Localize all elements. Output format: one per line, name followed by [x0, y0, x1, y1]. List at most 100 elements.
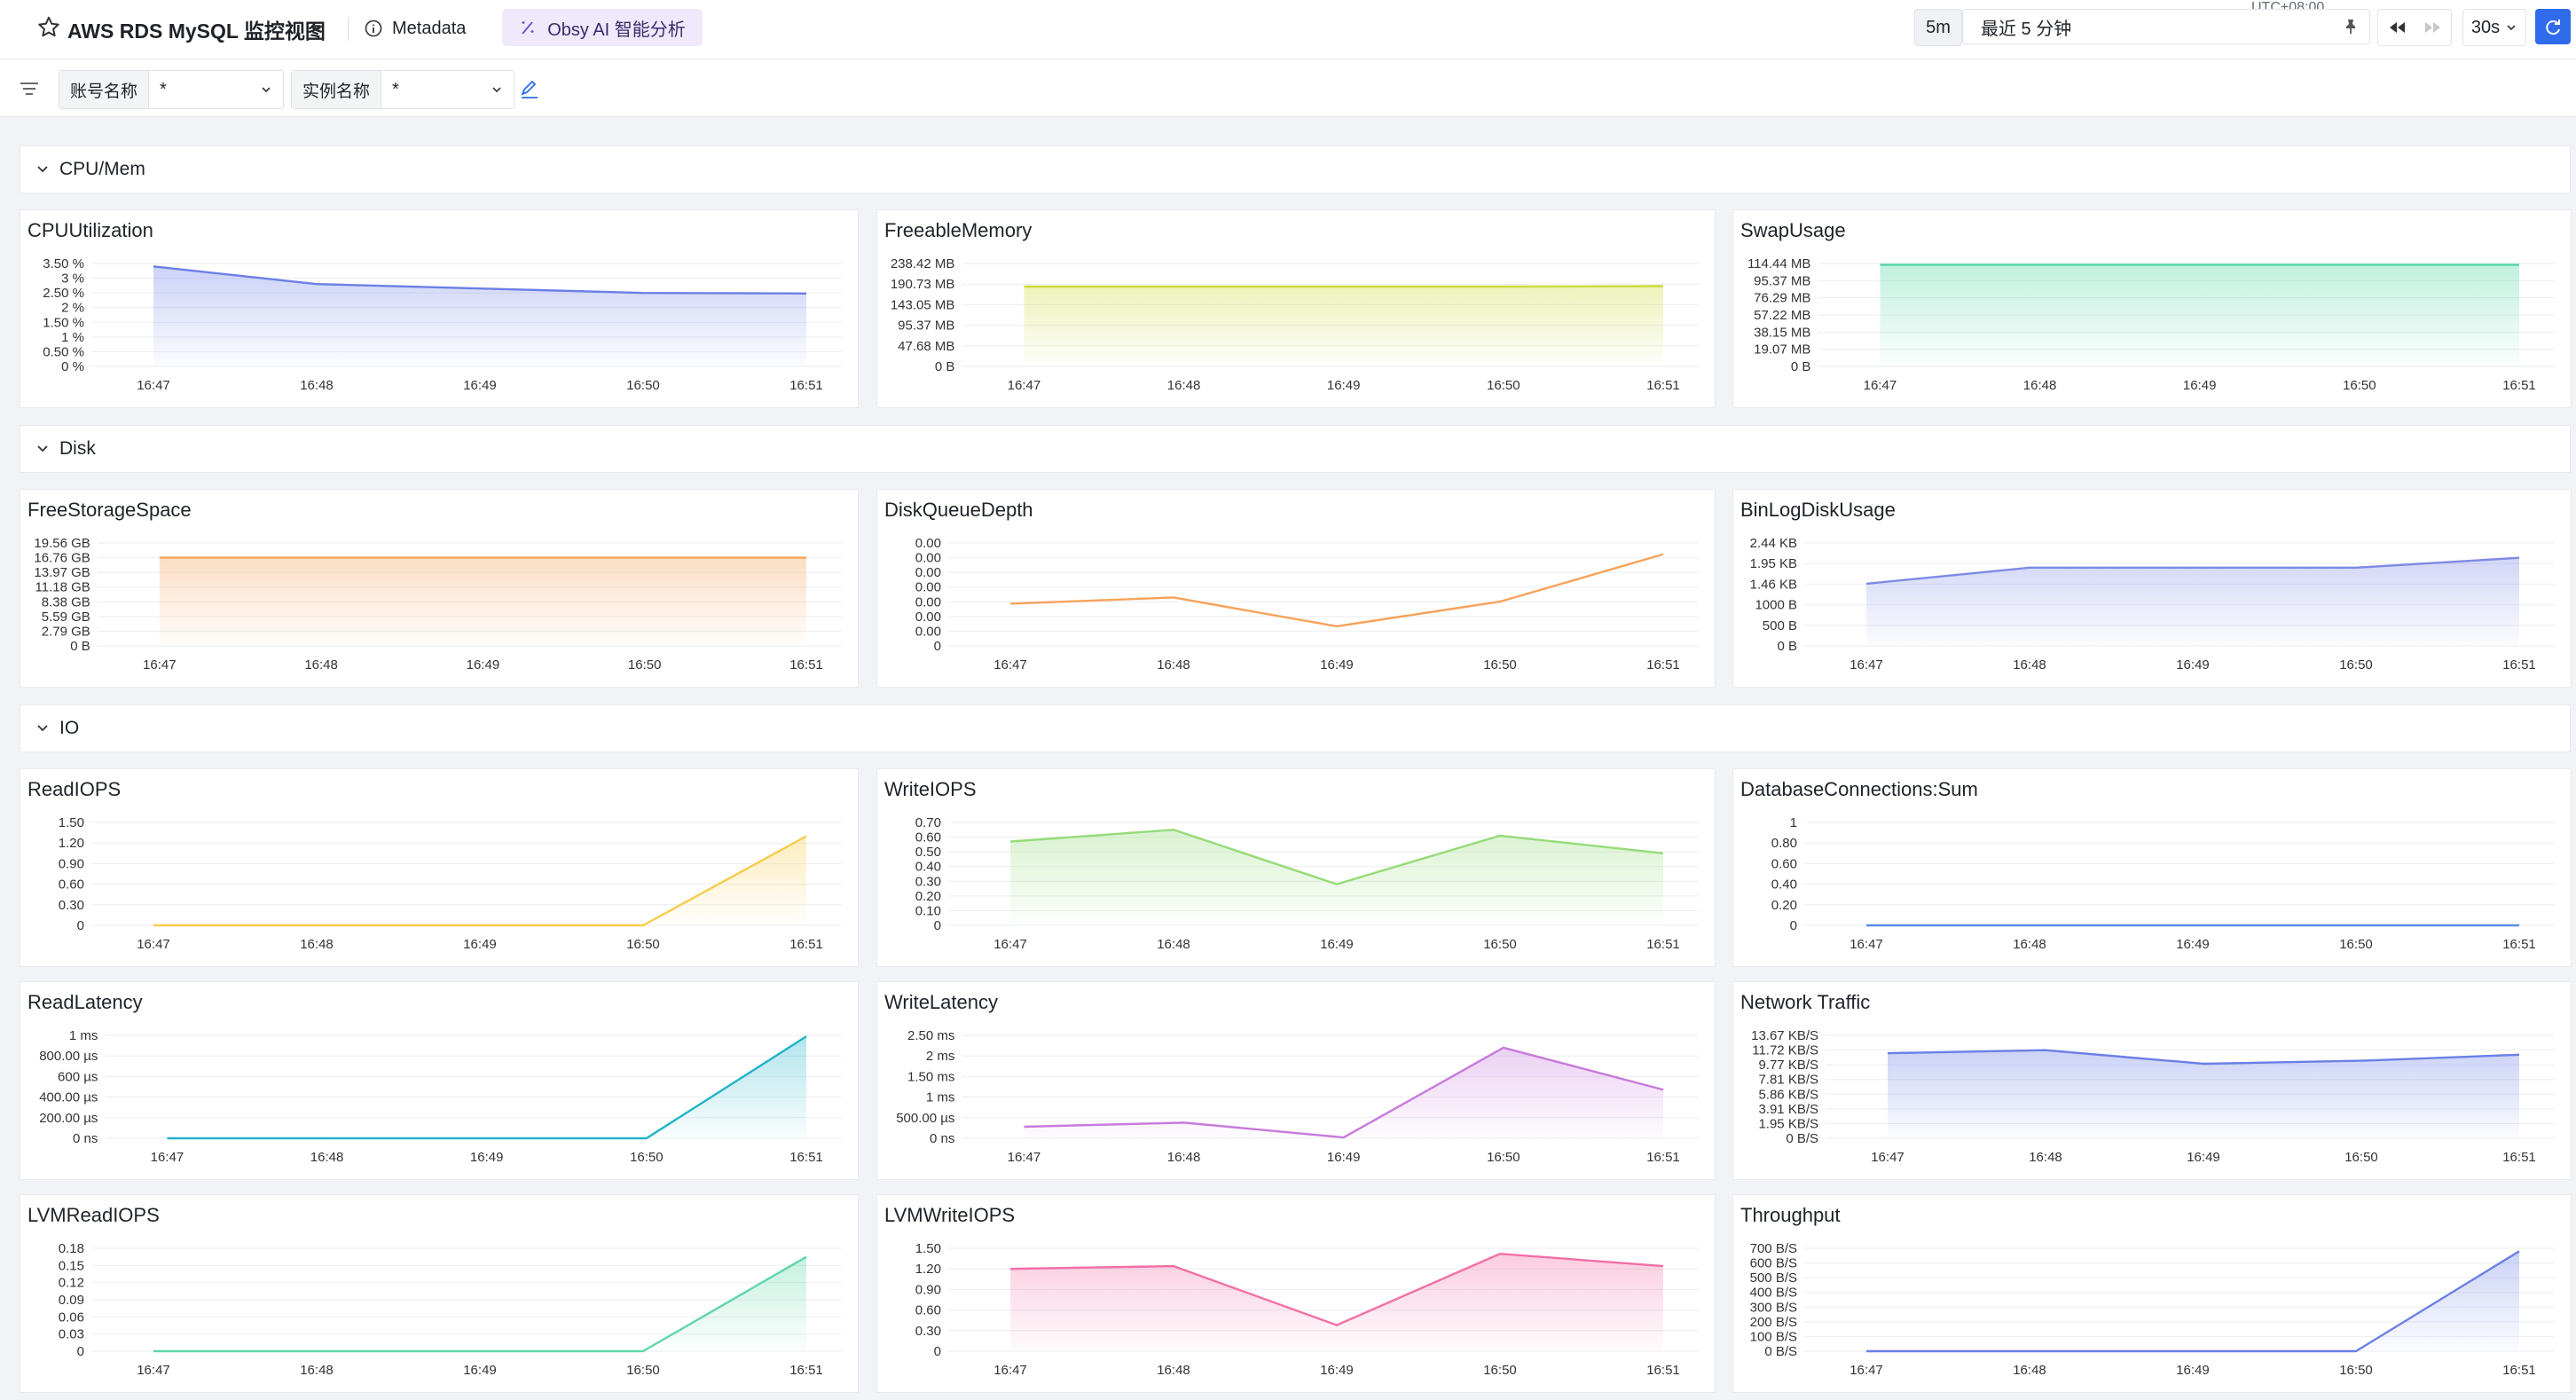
y-tick-label: 0.30	[915, 1324, 941, 1339]
x-tick-label: 16:48	[300, 378, 334, 393]
y-tick-label: 1.50 %	[43, 315, 84, 330]
panel-writeiops[interactable]: WriteIOPS 0.70 0.60 0.50 0.40 0.30 0.20 0.10 0 16…	[876, 768, 1716, 967]
panel-title: FreeStorageSpace	[27, 499, 192, 521]
x-tick-label: 16:50	[2339, 1363, 2373, 1378]
section-io[interactable]: IO	[20, 704, 2571, 752]
x-tick-label: 16:50	[630, 1150, 664, 1165]
x-tick-label: 16:50	[2339, 937, 2373, 952]
panel-readiops[interactable]: ReadIOPS 1.50 1.20 0.90 0.60 0.30 0 16:47 16:48 1…	[20, 768, 859, 967]
account-filter-label: 账号名称	[59, 71, 150, 108]
x-tick-label: 16:51	[1646, 378, 1680, 393]
panel-lvmwrite[interactable]: LVMWriteIOPS 1.50 1.20 0.90 0.60 0.30 0 16:47 16…	[876, 1194, 1716, 1393]
panel-title: ReadLatency	[27, 991, 143, 1013]
panel-lvmread[interactable]: LVMReadIOPS 0.18 0.15 0.12 0.09 0.06 0.03 0 16:4…	[20, 1194, 859, 1393]
y-tick-label: 1.50	[915, 1241, 941, 1256]
y-tick-label: 2.79 GB	[42, 624, 90, 639]
y-tick-label: 0.50 %	[43, 344, 84, 359]
instance-filter-value[interactable]: *	[381, 71, 514, 108]
series-area	[1010, 830, 1663, 925]
chart-swap: 114.44 MB 95.37 MB 76.29 MB 57.22 MB 38.15 M…	[1747, 256, 2555, 393]
y-tick-label: 0	[77, 1344, 84, 1359]
x-tick-label: 16:48	[300, 1363, 334, 1378]
chart-cpu: 3.50 %3 %2.50 %2 %1.50 %1 %0.50 %0 % 16:4…	[43, 256, 842, 393]
panel-mem[interactable]: FreeableMemory 238.42 MB 190.73 MB 143.05 M…	[876, 209, 1716, 408]
x-tick-label: 16:50	[626, 378, 660, 393]
fast-forward-icon	[2424, 22, 2440, 33]
x-tick-label: 16:51	[2502, 937, 2536, 952]
x-tick-label: 16:50	[2339, 657, 2373, 672]
x-tick-label: 16:51	[1646, 1363, 1680, 1378]
x-tick-label: 16:48	[1167, 1150, 1201, 1165]
instance-filter[interactable]: 实例名称 *	[291, 70, 514, 109]
edit-icon[interactable]	[518, 77, 541, 100]
rewind-icon	[2389, 22, 2405, 33]
y-tick-label: 800.00 µs	[39, 1049, 98, 1064]
account-filter[interactable]: 账号名称 *	[59, 70, 284, 109]
refresh-interval-select[interactable]: 30s	[2462, 9, 2526, 46]
section-disk[interactable]: Disk	[20, 425, 2571, 473]
x-tick-label: 16:51	[2502, 1363, 2536, 1378]
forward-button[interactable]	[2415, 10, 2451, 45]
chevron-down-icon[interactable]	[309, 20, 326, 37]
y-tick-label: 1000 B	[1755, 598, 1797, 613]
ai-analysis-button[interactable]: Obsy AI 智能分析	[502, 9, 703, 46]
y-tick-label: 700 B/S	[1750, 1241, 1797, 1256]
panel-storage[interactable]: FreeStorageSpace 19.56 GB 16.76 GB 13.97 GB…	[20, 489, 859, 688]
metadata-button[interactable]: Metadata	[364, 12, 466, 44]
panel-title: CPUUtilization	[27, 219, 153, 241]
account-filter-value[interactable]: *	[149, 71, 283, 108]
refresh-button[interactable]	[2535, 9, 2571, 44]
series-area	[1024, 1047, 1663, 1138]
info-icon	[365, 20, 382, 37]
section-title: CPU/Mem	[59, 159, 145, 179]
series-area	[159, 557, 807, 646]
panel-writelat[interactable]: WriteLatency 2.50 ms 2 ms 1.50 ms 1 ms 500.00…	[876, 981, 1716, 1180]
refresh-icon	[2546, 20, 2560, 35]
y-tick-label: 200 B/S	[1750, 1315, 1797, 1330]
x-tick-label: 16:50	[2344, 1150, 2378, 1165]
y-tick-label: 11.18 GB	[35, 580, 90, 595]
y-tick-label: 500 B/S	[1750, 1270, 1797, 1286]
panel-binlog[interactable]: BinLogDiskUsage 2.44 KB 1.95 KB 1.46 KB 1000…	[1732, 489, 2572, 688]
panel-queue[interactable]: DiskQueueDepth 0.00 0.00 0.00 0.00 0.00 0.00 0.…	[876, 489, 1716, 688]
chart-readlat: 1 ms 800.00 µs 600 µs 400.00 µs 200.00 µs 0 n…	[39, 1028, 842, 1165]
panel-readlat[interactable]: ReadLatency 1 ms 800.00 µs 600 µs 400.00 µs 2…	[20, 981, 859, 1180]
y-tick-label: 0.00	[915, 551, 941, 566]
y-tick-label: 600 B/S	[1750, 1256, 1797, 1271]
y-tick-label: 2.50 ms	[907, 1028, 954, 1043]
panel-cpu[interactable]: CPUUtilization 3.50 % 3 % 2.50 % 2 % 1.50 % 1 …	[20, 209, 859, 408]
x-tick-label: 16:47	[993, 657, 1027, 672]
time-preset-button[interactable]: 5m	[1914, 9, 1962, 46]
y-tick-label: 0 B	[1777, 639, 1797, 654]
x-tick-label: 16:50	[1487, 378, 1520, 393]
y-tick-label: 0.50	[915, 845, 941, 860]
y-tick-label: 95.37 MB	[898, 319, 954, 334]
section-cpu-mem[interactable]: CPU/Mem	[20, 146, 2571, 193]
x-tick-label: 16:47	[1008, 1150, 1041, 1165]
y-tick-label: 300 B/S	[1750, 1300, 1797, 1315]
y-tick-label: 400 B/S	[1750, 1286, 1797, 1301]
panel-title: Network Traffic	[1740, 991, 1871, 1013]
y-tick-label: 400.00 µs	[39, 1090, 98, 1105]
x-tick-label: 16:51	[789, 378, 823, 393]
series-area	[1880, 264, 2519, 366]
panel-title: WriteIOPS	[884, 778, 977, 800]
x-tick-label: 16:47	[1864, 378, 1897, 393]
x-tick-label: 16:48	[2013, 1363, 2046, 1378]
chevron-down-icon	[492, 87, 501, 93]
star-icon[interactable]	[35, 14, 62, 41]
filter-icon[interactable]	[18, 77, 41, 100]
y-tick-label: 2 %	[61, 301, 84, 316]
x-tick-label: 16:47	[993, 1363, 1027, 1378]
pin-button[interactable]	[2331, 9, 2370, 44]
panel-net[interactable]: Network Traffic 13.67 KB/S 11.72 KB/S 9.77 …	[1732, 981, 2572, 1180]
panel-swap[interactable]: SwapUsage 114.44 MB 95.37 MB 76.29 MB 57.22 …	[1732, 209, 2572, 408]
panel-throughput[interactable]: Throughput 700 B/S 600 B/S 500 B/S 400 B/S 30…	[1732, 1194, 2572, 1393]
x-tick-label: 16:51	[789, 1363, 823, 1378]
time-range-input[interactable]: 最近 5 分钟	[1962, 9, 2370, 44]
panel-conn[interactable]: DatabaseConnections:Sum 1 0.80 0.60 0.40 0.20…	[1732, 768, 2572, 967]
y-tick-label: 0.80	[1771, 836, 1797, 851]
rewind-button[interactable]	[2378, 10, 2415, 45]
series-area	[167, 1036, 806, 1138]
y-tick-label: 13.67 KB/S	[1751, 1028, 1818, 1043]
